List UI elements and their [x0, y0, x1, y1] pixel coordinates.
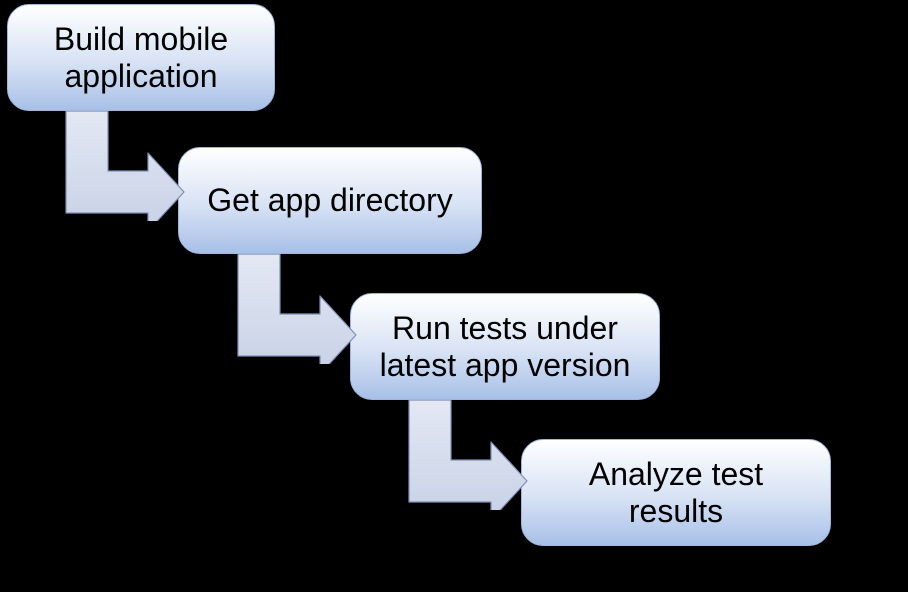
flow-node-analyze: Analyze testresults	[521, 439, 831, 546]
flow-node-directory-label: Get app directory	[207, 182, 452, 219]
flow-arrow-2	[232, 254, 360, 364]
flow-node-analyze-label: Analyze testresults	[589, 456, 763, 530]
flow-arrow-1	[60, 111, 188, 221]
flow-arrow-3	[403, 400, 531, 510]
flow-node-run-tests: Run tests underlatest app version	[350, 293, 660, 400]
flow-node-directory: Get app directory	[178, 147, 482, 254]
flow-node-build-label: Build mobileapplication	[54, 21, 228, 95]
flow-node-build: Build mobileapplication	[7, 4, 275, 111]
flow-node-run-tests-label: Run tests underlatest app version	[380, 310, 631, 384]
